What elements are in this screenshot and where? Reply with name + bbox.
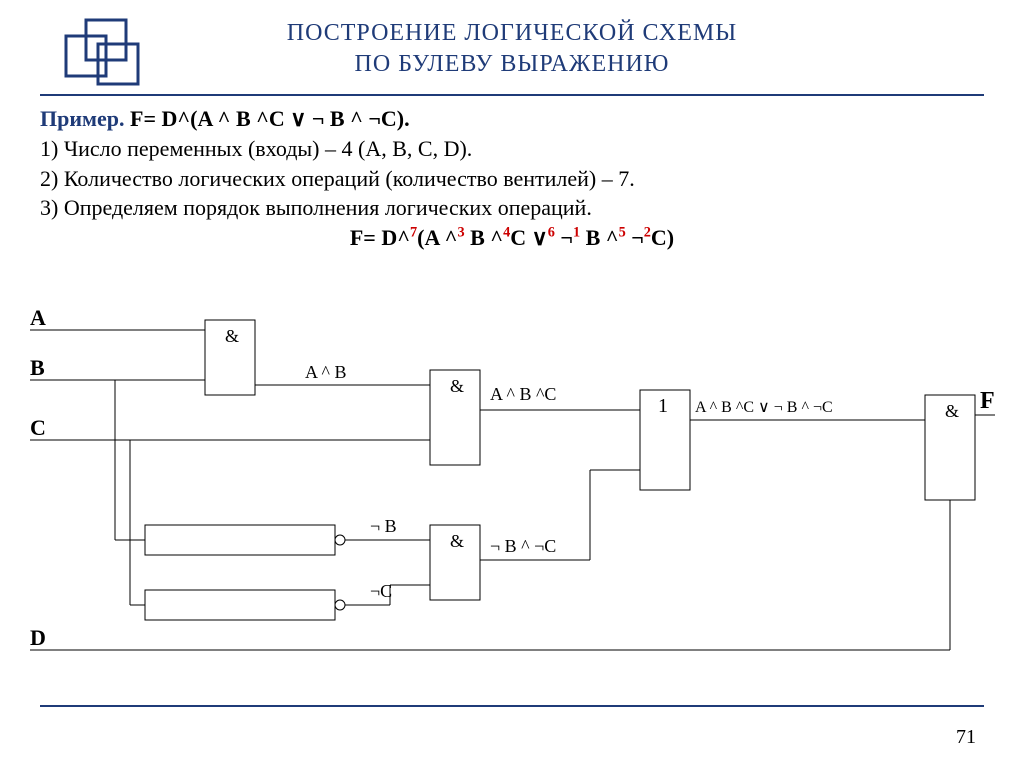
wire-label-notB: ¬ B (370, 516, 397, 536)
divider-bottom (40, 705, 984, 707)
corner-logo (58, 14, 148, 99)
gate-not-B (145, 525, 335, 555)
input-label-B: B (30, 355, 45, 380)
output-label-F: F (980, 388, 995, 414)
main-expression: F= D^(A ^ B ^C ∨ ¬ B ^ ¬C). (130, 106, 410, 131)
inverter-bubble-icon (335, 535, 345, 545)
gate-symbol: & (450, 376, 464, 396)
gate-not-C (145, 590, 335, 620)
ordered-expression: F= D^7(A ^3 B ^4C ∨6 ¬1 B ^5 ¬2C) (40, 223, 984, 253)
gate-symbol: & (450, 531, 464, 551)
gate-symbol: & (945, 401, 959, 421)
gate-symbol: & (225, 326, 239, 346)
logic-circuit-diagram: A B C D & A ^ B & A ^ B ^C (30, 300, 1000, 690)
title-line2: ПО БУЛЕВУ ВЫРАЖЕНИЮ (0, 49, 1024, 80)
input-label-C: C (30, 415, 46, 440)
gate-symbol: 1 (658, 395, 668, 417)
step1: 1) Число переменных (входы) – 4 (A, B, C… (40, 134, 984, 164)
title-line1: ПОСТРОЕНИЕ ЛОГИЧЕСКОЙ СХЕМЫ (0, 18, 1024, 49)
wire-label-notC: ¬C (370, 581, 392, 601)
wire-label-aAndB: A ^ B (305, 362, 346, 382)
wire-label-nbAndNc: ¬ B ^ ¬C (490, 536, 556, 556)
input-label-A: A (30, 305, 46, 330)
example-line: Пример. F= D^(A ^ B ^C ∨ ¬ B ^ ¬C). (40, 104, 984, 134)
page-title: ПОСТРОЕНИЕ ЛОГИЧЕСКОЙ СХЕМЫ ПО БУЛЕВУ ВЫ… (0, 0, 1024, 80)
page-number: 71 (956, 726, 976, 749)
step3: 3) Определяем порядок выполнения логичес… (40, 193, 984, 223)
wire-label-bigOr: A ^ B ^C ∨ ¬ B ^ ¬C (695, 399, 833, 416)
squares-icon (58, 14, 148, 94)
input-label-D: D (30, 625, 46, 650)
circuit-svg: A B C D & A ^ B & A ^ B ^C (30, 300, 1000, 690)
inverter-bubble-icon (335, 600, 345, 610)
example-label: Пример. (40, 106, 125, 131)
step2: 2) Количество логических операций (колич… (40, 164, 984, 194)
content-block: Пример. F= D^(A ^ B ^C ∨ ¬ B ^ ¬C). 1) Ч… (0, 96, 1024, 252)
wire-label-aAndBC: A ^ B ^C (490, 384, 556, 404)
